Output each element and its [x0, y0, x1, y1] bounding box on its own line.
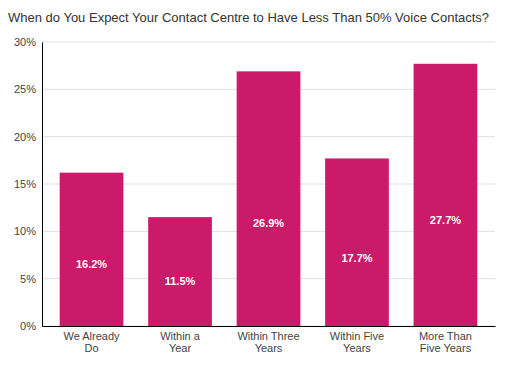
x-tick-label: Within ThreeYears	[237, 330, 299, 355]
x-tick-label-line: Five Years	[420, 342, 472, 354]
x-tick: We AlreadyDo	[64, 330, 121, 355]
x-tick-label-line: Years	[343, 342, 371, 354]
y-tick-label: 20%	[14, 131, 36, 143]
x-tick: Within ThreeYears	[237, 330, 299, 355]
y-tick: 0%	[20, 320, 42, 332]
x-tick-label-line: We Already	[64, 330, 121, 342]
x-tick-label: We AlreadyDo	[64, 330, 121, 355]
y-tick-label: 10%	[14, 225, 36, 237]
x-tick-label-line: Within Five	[330, 330, 384, 342]
data-label: 11.5%	[165, 275, 196, 287]
bars	[60, 64, 478, 326]
x-tick-label-line: Do	[85, 342, 99, 354]
x-tick-label-line: Within Three	[237, 330, 299, 342]
y-tick-label: 30%	[14, 36, 36, 48]
y-tick-label: 0%	[20, 320, 36, 332]
data-label: 26.9%	[253, 217, 284, 229]
y-tick-label: 5%	[20, 273, 36, 285]
x-tick: Within aYear	[160, 330, 201, 355]
x-tick-label-line: Year	[169, 342, 192, 354]
y-tick: 20%	[14, 131, 42, 143]
data-labels: 16.2% 11.5% 26.9% 17.7% 27.7%	[76, 214, 461, 287]
y-tick-label: 15%	[14, 178, 36, 190]
x-tick-label-line: More Than	[419, 330, 472, 342]
y-tick-label: 25%	[14, 83, 36, 95]
y-tick: 25%	[14, 83, 42, 95]
y-tick: 30%	[14, 36, 42, 48]
y-tick: 5%	[20, 273, 42, 285]
x-tick-label: Within FiveYears	[330, 330, 384, 355]
data-label: 17.7%	[341, 252, 372, 264]
data-label: 16.2%	[76, 258, 107, 270]
x-tick-label-line: Within a	[160, 330, 201, 342]
bar	[60, 173, 124, 326]
x-tick-label-line: Years	[255, 342, 283, 354]
x-axis: We AlreadyDoWithin aYearWithin ThreeYear…	[43, 327, 496, 355]
data-label: 27.7%	[430, 214, 461, 226]
bar	[148, 217, 212, 326]
y-tick: 15%	[14, 178, 42, 190]
y-axis: 0% 5% 10% 15% 20% 25% 30%	[14, 36, 43, 332]
x-tick: Within FiveYears	[330, 330, 384, 355]
bar	[325, 158, 389, 326]
y-tick: 10%	[14, 225, 42, 237]
bar	[414, 64, 478, 326]
plot: 0%5%10%15%20%25%30%We AlreadyDoWithin aY…	[14, 36, 496, 354]
x-axis-line	[43, 326, 496, 327]
x-tick: More ThanFive Years	[419, 330, 472, 355]
grid	[42, 42, 495, 326]
x-tick-label: Within aYear	[160, 330, 201, 355]
x-tick-label: More ThanFive Years	[419, 330, 472, 355]
y-axis-line	[42, 43, 43, 327]
grid-line	[42, 42, 495, 43]
bar	[237, 71, 301, 326]
title: When do You Expect Your Contact Centre t…	[8, 10, 489, 25]
chart: When do You Expect Your Contact Centre t…	[0, 0, 509, 368]
